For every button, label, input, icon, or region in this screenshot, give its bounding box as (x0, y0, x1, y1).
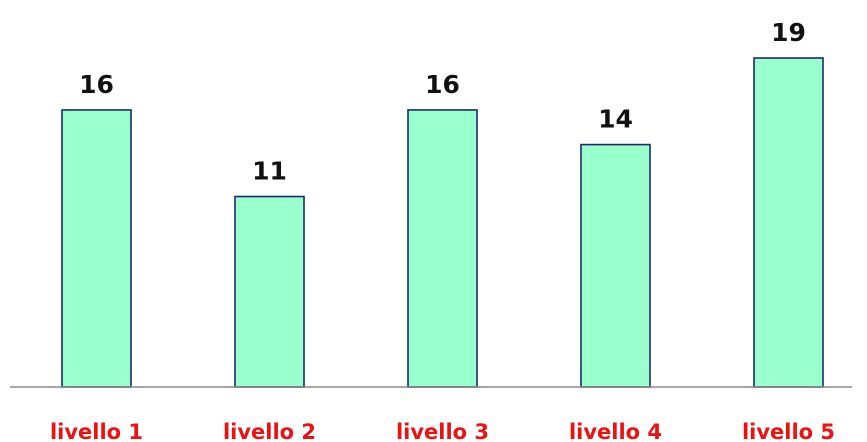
value-label-3: 16 (425, 70, 460, 99)
bars-group (61, 57, 824, 388)
value-label-4: 14 (598, 105, 633, 134)
value-label-1: 16 (79, 70, 114, 99)
category-label-4: livello 4 (569, 420, 662, 442)
category-label-5: livello 5 (742, 420, 835, 442)
category-labels-group: livello 1 livello 2 livello 3 livello 4 live… (50, 420, 835, 442)
value-labels-group: 16 11 16 14 19 (79, 18, 806, 186)
bar-5 (753, 57, 824, 388)
bar-1 (61, 109, 132, 388)
bar-4 (580, 143, 651, 388)
category-label-2: livello 2 (223, 420, 316, 442)
bar-2 (234, 195, 305, 388)
value-label-5: 19 (771, 18, 806, 47)
category-label-3: livello 3 (396, 420, 489, 442)
bar-3 (407, 109, 478, 388)
category-label-1: livello 1 (50, 420, 143, 442)
value-label-2: 11 (252, 157, 287, 186)
